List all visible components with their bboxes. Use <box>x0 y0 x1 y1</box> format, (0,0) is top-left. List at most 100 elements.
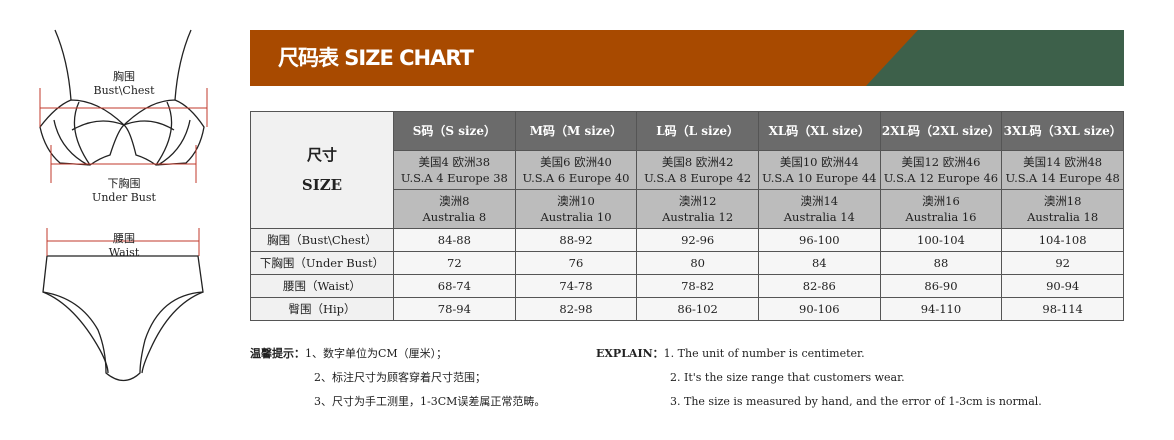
underbust-label-en: Under Bust <box>92 191 156 204</box>
measurement-label: 下胸围（Under Bust） <box>250 251 394 275</box>
cn-note: 1、数字单位为CM（厘米）； <box>305 347 448 360</box>
size-conversion-cell: 澳洲14 Australia 14 <box>757 189 881 229</box>
waist-figure-label: 腰围 Waist <box>64 232 184 260</box>
conversion-text: U.S.A 8 Europe 42 <box>644 171 752 185</box>
cn-note: 2、标注尺寸为顾客穿着尺寸范围； <box>314 371 486 384</box>
measurement-value: 86-102 <box>636 297 759 321</box>
corner-label-en: SIZE <box>301 176 343 194</box>
en-note: 2. It's the size range that customers we… <box>670 371 905 384</box>
cn-notes-title: 温馨提示： <box>250 347 305 360</box>
conversion-text: 美国14 欧洲48 <box>1023 155 1103 169</box>
size-conversion-cell: 美国4 欧洲38 U.S.A 4 Europe 38 <box>393 150 516 190</box>
measurement-value: 88-92 <box>514 228 638 252</box>
measurement-value: 78-82 <box>636 274 759 298</box>
measurement-value: 94-110 <box>879 297 1003 321</box>
size-conversion-cell: 美国14 欧洲48 U.S.A 14 Europe 48 <box>1001 150 1124 190</box>
conversion-text: U.S.A 6 Europe 40 <box>522 171 630 185</box>
underbust-label-cn: 下胸围 <box>107 177 141 190</box>
measurement-value: 68-74 <box>393 274 516 298</box>
measurement-value: 74-78 <box>514 274 638 298</box>
measurement-value: 100-104 <box>879 228 1003 252</box>
conversion-text: 澳洲14 <box>800 194 839 208</box>
size-header: 2XL码（2XL size） <box>879 111 1003 151</box>
conversion-text: 澳洲18 <box>1043 194 1082 208</box>
measurement-value: 78-94 <box>393 297 516 321</box>
size-conversion-cell: 澳洲16 Australia 16 <box>879 189 1003 229</box>
banner-green-accent <box>866 30 1124 86</box>
cn-note: 3、尺寸为手工测里，1-3CM误差属正常范畴。 <box>314 395 546 408</box>
bust-figure-label: 胸围 Bust\Chest <box>64 70 184 98</box>
measurement-value: 90-106 <box>757 297 881 321</box>
en-notes: EXPLAIN：1. The unit of number is centime… <box>596 346 865 361</box>
conversion-text: Australia 18 <box>1027 210 1099 224</box>
en-notes-title: EXPLAIN： <box>596 347 664 360</box>
size-conversion-cell: 美国8 欧洲42 U.S.A 8 Europe 42 <box>636 150 759 190</box>
en-note: 3. The size is measured by hand, and the… <box>670 395 1042 408</box>
conversion-text: 美国8 欧洲42 <box>661 155 734 169</box>
size-conversion-cell: 美国6 欧洲40 U.S.A 6 Europe 40 <box>514 150 638 190</box>
measurement-value: 98-114 <box>1001 297 1124 321</box>
measurement-value: 86-90 <box>879 274 1003 298</box>
conversion-text: Australia 10 <box>540 210 612 224</box>
measurement-label: 腰围（Waist） <box>250 274 394 298</box>
waist-label-en: Waist <box>108 246 140 259</box>
conversion-text: U.S.A 4 Europe 38 <box>400 171 508 185</box>
conversion-text: 澳洲16 <box>922 194 960 208</box>
measurement-value: 88 <box>879 251 1003 275</box>
measurement-value: 82-98 <box>514 297 638 321</box>
waist-label-cn: 腰围 <box>113 232 135 245</box>
measurement-value: 80 <box>636 251 759 275</box>
measurement-value: 84 <box>757 251 881 275</box>
conversion-text: 美国6 欧洲40 <box>540 155 612 169</box>
size-header: L码（L size） <box>636 111 759 151</box>
conversion-text: 澳洲8 <box>439 194 470 208</box>
conversion-text: 美国4 欧洲38 <box>418 155 491 169</box>
table-row: 下胸围（Under Bust） 72 76 80 84 88 92 <box>250 251 1124 275</box>
banner-title: 尺码表 SIZE CHART <box>278 46 474 70</box>
corner-label-cn: 尺寸 <box>306 146 337 164</box>
conversion-text: Australia 14 <box>783 210 855 224</box>
size-table: 尺寸 SIZE S码（S size） M码（M size） L码（L size） XL码（… <box>250 111 1124 321</box>
size-chart-banner: 尺码表 SIZE CHART <box>250 30 1124 86</box>
measurement-value: 96-100 <box>757 228 881 252</box>
bust-label-cn: 胸围 <box>113 70 135 83</box>
size-header: S码（S size） <box>393 111 516 151</box>
measurement-value: 84-88 <box>393 228 516 252</box>
measurement-label: 胸围（Bust\Chest） <box>250 228 394 252</box>
size-conversion-cell: 美国10 欧洲44 U.S.A 10 Europe 44 <box>757 150 881 190</box>
size-conversion-cell: 澳洲8 Australia 8 <box>393 189 516 229</box>
conversion-text: 美国12 欧洲46 <box>901 155 981 169</box>
en-note: 1. The unit of number is centimeter. <box>663 347 865 360</box>
conversion-text: 澳洲10 <box>557 194 595 208</box>
measurement-value: 90-94 <box>1001 274 1124 298</box>
conversion-text: Australia 12 <box>662 210 734 224</box>
bra-illustration <box>39 29 208 382</box>
size-conversion-row: 美国4 欧洲38 U.S.A 4 Europe 38 美国6 欧洲40 U.S.A 6… <box>251 150 1124 190</box>
conversion-text: Australia 16 <box>905 210 977 224</box>
size-header-row: 尺寸 SIZE S码（S size） M码（M size） L码（L size） XL码（… <box>250 111 1124 229</box>
table-row: 腰围（Waist） 68-74 74-78 78-82 82-86 86-90 90-94 <box>250 274 1124 298</box>
measurement-value: 104-108 <box>1001 228 1124 252</box>
size-header: XL码（XL size） <box>757 111 881 151</box>
size-conversion-cell: 澳洲18 Australia 18 <box>1001 189 1124 229</box>
underbust-figure-label: 下胸围 Under Bust <box>64 177 184 205</box>
conversion-text: 澳洲12 <box>678 194 717 208</box>
measurement-value: 82-86 <box>757 274 881 298</box>
cn-notes: 温馨提示：1、数字单位为CM（厘米）； <box>250 346 447 361</box>
conversion-text: U.S.A 14 Europe 48 <box>1005 171 1120 185</box>
conversion-text: U.S.A 12 Europe 46 <box>883 171 999 185</box>
size-header: M码（M size） <box>514 111 638 151</box>
measurement-label: 臀围（Hip） <box>250 297 394 321</box>
size-header: 3XL码（3XL size） <box>1001 111 1124 151</box>
conversion-text: 美国10 欧洲44 <box>779 155 859 169</box>
measurement-value: 92-96 <box>636 228 759 252</box>
size-corner-cell: 尺寸 SIZE <box>250 111 394 229</box>
size-conversion-cell: 美国12 欧洲46 U.S.A 12 Europe 46 <box>879 150 1003 190</box>
measurement-value: 92 <box>1001 251 1124 275</box>
bust-label-en: Bust\Chest <box>93 84 155 97</box>
size-conversion-cell: 澳洲12 Australia 12 <box>636 189 759 229</box>
size-conversion-cell: 澳洲10 Australia 10 <box>514 189 638 229</box>
table-row: 胸围（Bust\Chest） 84-88 88-92 92-96 96-100 100-1… <box>250 228 1124 252</box>
measurement-value: 76 <box>514 251 638 275</box>
conversion-text: U.S.A 10 Europe 44 <box>762 171 877 185</box>
